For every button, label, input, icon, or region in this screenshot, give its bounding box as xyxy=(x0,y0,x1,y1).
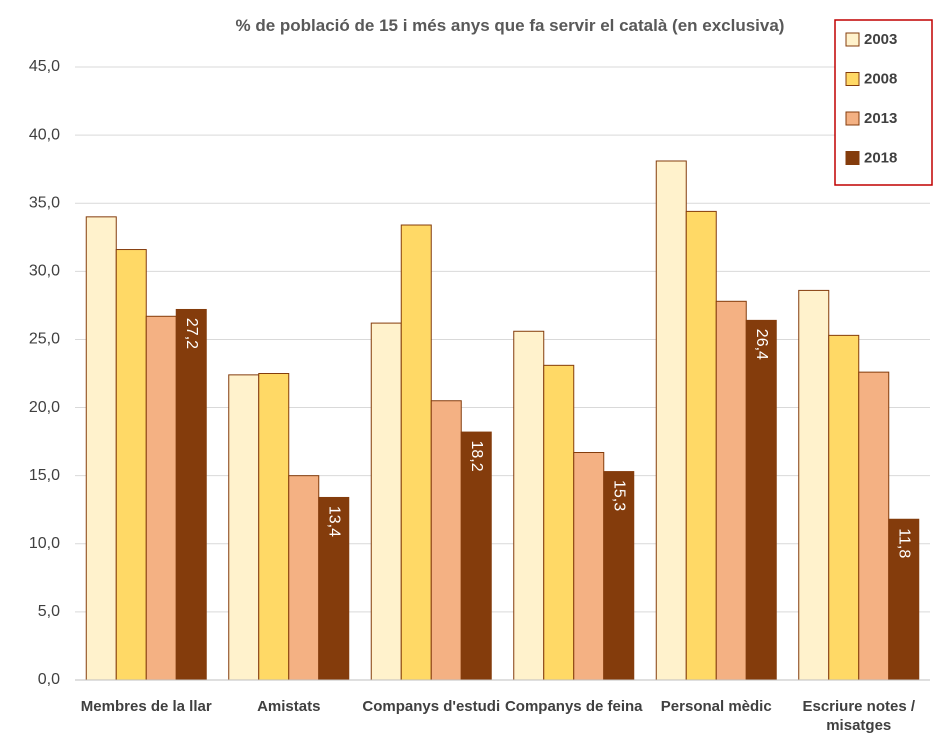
bar xyxy=(573,452,605,681)
bar xyxy=(400,224,432,681)
bar xyxy=(828,334,860,681)
legend-label: 2003 xyxy=(864,31,897,48)
data-label: 18,2 xyxy=(468,441,485,472)
legend-swatch xyxy=(845,32,860,47)
bar xyxy=(798,289,830,681)
chart-title: % de població de 15 i més anys que fa se… xyxy=(235,16,785,35)
data-label: 26,4 xyxy=(753,329,770,360)
legend-label: 2018 xyxy=(864,149,897,166)
x-tick-label: Amistats xyxy=(257,698,321,715)
bar xyxy=(318,496,350,681)
data-label: 13,4 xyxy=(326,506,343,537)
bar xyxy=(543,364,575,681)
x-tick-label: Companys de feina xyxy=(504,698,643,715)
bar xyxy=(858,371,890,681)
bar xyxy=(228,374,260,681)
y-tick-label: 30,0 xyxy=(29,263,60,280)
data-label: 11,8 xyxy=(896,528,913,558)
bar xyxy=(655,160,687,681)
y-tick-label: 10,0 xyxy=(29,535,60,552)
legend-label: 2008 xyxy=(864,70,897,87)
y-tick-label: 5,0 xyxy=(38,603,60,620)
data-label: 15,3 xyxy=(611,480,628,511)
x-tick-label: Membres de la llar xyxy=(80,698,212,715)
bar xyxy=(460,431,492,681)
data-label: 27,2 xyxy=(183,318,200,349)
legend-swatch xyxy=(845,151,860,165)
y-tick-label: 25,0 xyxy=(29,331,60,348)
y-tick-label: 35,0 xyxy=(29,194,60,211)
bar xyxy=(115,249,147,681)
bar xyxy=(888,518,920,681)
legend-swatch xyxy=(845,72,860,86)
x-tick-label: Personal mèdic xyxy=(660,698,772,715)
bar xyxy=(745,319,777,681)
bar xyxy=(430,400,462,681)
bar xyxy=(685,210,717,681)
y-tick-label: 20,0 xyxy=(29,399,60,416)
legend-swatch xyxy=(845,111,860,126)
bar xyxy=(288,475,320,681)
bar xyxy=(85,216,117,681)
y-tick-label: 40,0 xyxy=(29,126,60,143)
x-tick-label: Companys d'estudi xyxy=(362,698,501,715)
y-tick-label: 15,0 xyxy=(29,467,60,484)
bar xyxy=(175,308,207,681)
bar xyxy=(370,322,402,681)
bar xyxy=(715,300,747,681)
bar xyxy=(145,315,177,681)
bar xyxy=(513,330,545,681)
y-tick-label: 0,0 xyxy=(38,671,60,688)
legend-label: 2013 xyxy=(864,110,897,127)
y-tick-label: 45,0 xyxy=(29,58,60,75)
bar xyxy=(258,373,290,681)
x-tick-label: Escriure notes / misatges xyxy=(802,698,916,734)
